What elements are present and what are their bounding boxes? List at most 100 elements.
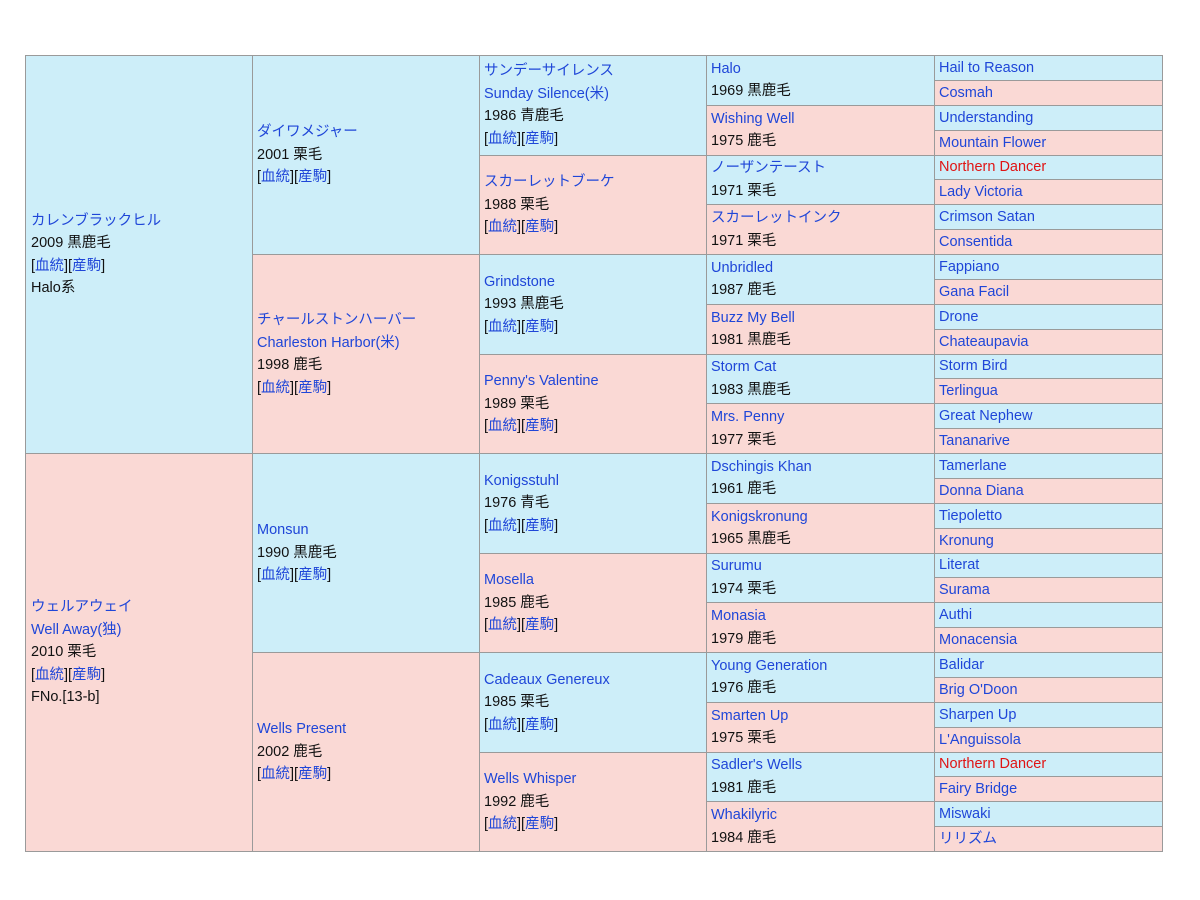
horse-name-link[interactable]: Tiepoletto — [939, 507, 1003, 524]
horse-name-link[interactable]: Hail to Reason — [939, 59, 1035, 76]
horse-name-link[interactable]: Monacensia — [939, 632, 1018, 649]
progeny-link[interactable]: 産駒 — [298, 766, 328, 783]
progeny-link[interactable]: 産駒 — [298, 567, 328, 584]
horse-name-link[interactable]: Fairy Bridge — [939, 781, 1018, 798]
horse-cell-gen4: Dschingis Khan 1961 鹿毛 — [706, 453, 935, 504]
horse-name-link[interactable]: Dschingis Khan — [711, 458, 812, 475]
horse-info: 1986 青鹿毛 — [484, 108, 564, 125]
pedigree-link[interactable]: 血統 — [261, 379, 291, 396]
horse-name-link[interactable]: Understanding — [939, 109, 1034, 126]
pedigree-link[interactable]: 血統 — [488, 318, 518, 335]
pedigree-link[interactable]: 血統 — [488, 716, 518, 733]
horse-name-link[interactable]: Sadler's Wells — [711, 757, 803, 774]
horse-name-link[interactable]: Drone — [939, 308, 979, 325]
horse-cell-gen2: Monsun 1990 黒鹿毛 [血統][産駒] — [252, 453, 480, 653]
horse-name-link[interactable]: Whakilyric — [711, 807, 778, 824]
horse-name-link[interactable]: Balidar — [939, 656, 985, 673]
horse-name-link[interactable]: Terlingua — [939, 383, 998, 400]
horse-name-link[interactable]: Tamerlane — [939, 457, 1007, 474]
horse-name-en-link[interactable]: Charleston Harbor(米) — [257, 334, 400, 351]
horse-name-link[interactable]: Tananarive — [939, 433, 1010, 450]
horse-name-link[interactable]: Young Generation — [711, 657, 828, 674]
pedigree-link[interactable]: 血統 — [488, 617, 518, 633]
pedigree-link[interactable]: 血統 — [35, 666, 65, 683]
horse-name-link[interactable]: Monasia — [711, 608, 766, 625]
horse-name-link[interactable]: Wells Present — [257, 721, 347, 738]
horse-cell-gen5: Sharpen Up — [934, 701, 1163, 728]
horse-name-link[interactable]: Konigsstuhl — [484, 472, 559, 489]
pedigree-link[interactable]: 血統 — [488, 418, 518, 434]
horse-name-link[interactable]: Cosmah — [939, 84, 993, 101]
horse-name-link[interactable]: Smarten Up — [711, 707, 789, 724]
horse-name-link-inbreed[interactable]: Northern Dancer — [939, 756, 1047, 773]
horse-name-link[interactable]: Literat — [939, 557, 980, 574]
horse-name-link[interactable]: Surumu — [711, 558, 762, 575]
horse-name-link[interactable]: Brig O'Doon — [939, 681, 1018, 698]
horse-name-link[interactable]: Wishing Well — [711, 110, 795, 127]
horse-name-link[interactable]: Buzz My Bell — [711, 309, 795, 326]
horse-name-link[interactable]: チャールストンハーバー — [257, 312, 417, 328]
horse-name-link[interactable]: Authi — [939, 607, 973, 624]
horse-name-link[interactable]: Kronung — [939, 532, 994, 549]
horse-name-link[interactable]: Consentida — [939, 234, 1013, 251]
horse-name-link[interactable]: L'Anguissola — [939, 731, 1021, 748]
horse-name-link[interactable]: ノーザンテースト — [711, 160, 826, 177]
progeny-link[interactable]: 産駒 — [525, 130, 555, 147]
horse-name-link[interactable]: Gana Facil — [939, 283, 1010, 300]
horse-name-link[interactable]: Cadeaux Genereux — [484, 671, 610, 688]
horse-name-link[interactable]: Monsun — [257, 522, 309, 539]
horse-name-link[interactable]: ウェルアウェイ — [31, 599, 133, 616]
pedigree-link[interactable]: 血統 — [488, 219, 518, 235]
pedigree-link[interactable]: 血統 — [35, 257, 65, 274]
progeny-link[interactable]: 産駒 — [298, 169, 328, 186]
horse-name-link[interactable]: Miswaki — [939, 806, 991, 823]
horse-name-link[interactable]: Great Nephew — [939, 408, 1033, 425]
progeny-link[interactable]: 産駒 — [525, 318, 555, 335]
horse-info: 2009 黒鹿毛 — [31, 235, 111, 251]
horse-info: 1989 栗毛 — [484, 395, 550, 412]
horse-name-link[interactable]: Mrs. Penny — [711, 409, 785, 426]
horse-name-link[interactable]: Storm Bird — [939, 358, 1008, 375]
horse-name-link[interactable]: Wells Whisper — [484, 771, 577, 787]
horse-info: 2001 栗毛 — [257, 146, 323, 163]
pedigree-link[interactable]: 血統 — [488, 517, 518, 534]
progeny-link[interactable]: 産駒 — [525, 716, 555, 733]
horse-name-link[interactable]: サンデーサイレンス — [484, 63, 614, 80]
progeny-link[interactable]: 産駒 — [525, 219, 555, 235]
horse-name-link[interactable]: Lady Victoria — [939, 184, 1023, 201]
pedigree-link[interactable]: 血統 — [261, 169, 291, 186]
horse-name-link[interactable]: Crimson Satan — [939, 209, 1035, 226]
horse-name-link[interactable]: スカーレットインク — [711, 210, 842, 227]
pedigree-link[interactable]: 血統 — [488, 130, 518, 147]
progeny-link[interactable]: 産駒 — [72, 257, 102, 274]
horse-name-link[interactable]: Mountain Flower — [939, 134, 1047, 151]
horse-name-en-link[interactable]: Well Away(独) — [31, 621, 122, 638]
horse-name-link[interactable]: Donna Diana — [939, 482, 1024, 499]
progeny-link[interactable]: 産駒 — [525, 418, 555, 434]
horse-name-link[interactable]: カレンブラックヒル — [31, 212, 162, 229]
horse-name-link[interactable]: Penny's Valentine — [484, 373, 599, 389]
progeny-link[interactable]: 産駒 — [72, 666, 102, 683]
horse-name-link[interactable]: Halo — [711, 60, 741, 77]
horse-name-link[interactable]: Chateaupavia — [939, 333, 1029, 350]
pedigree-link[interactable]: 血統 — [261, 766, 291, 783]
horse-name-en-link[interactable]: Sunday Silence(米) — [484, 85, 609, 102]
pedigree-link[interactable]: 血統 — [261, 567, 291, 584]
horse-name-link[interactable]: Fappiano — [939, 258, 1000, 275]
progeny-link[interactable]: 産駒 — [525, 517, 555, 534]
horse-name-link[interactable]: Konigskronung — [711, 508, 808, 525]
horse-name-link[interactable]: Grindstone — [484, 273, 555, 290]
horse-name-link-inbreed[interactable]: Northern Dancer — [939, 159, 1047, 176]
horse-name-link[interactable]: スカーレットブーケ — [484, 174, 615, 190]
horse-name-link[interactable]: Surama — [939, 582, 990, 599]
horse-name-link[interactable]: Unbridled — [711, 259, 774, 276]
progeny-link[interactable]: 産駒 — [525, 617, 555, 633]
progeny-link[interactable]: 産駒 — [298, 379, 328, 396]
horse-name-link[interactable]: ダイワメジャー — [257, 124, 358, 141]
progeny-link[interactable]: 産駒 — [525, 816, 555, 832]
pedigree-link[interactable]: 血統 — [488, 816, 518, 832]
horse-name-link[interactable]: リリズム — [939, 831, 997, 848]
horse-name-link[interactable]: Mosella — [484, 572, 534, 588]
horse-name-link[interactable]: Sharpen Up — [939, 706, 1017, 723]
horse-name-link[interactable]: Storm Cat — [711, 359, 777, 376]
